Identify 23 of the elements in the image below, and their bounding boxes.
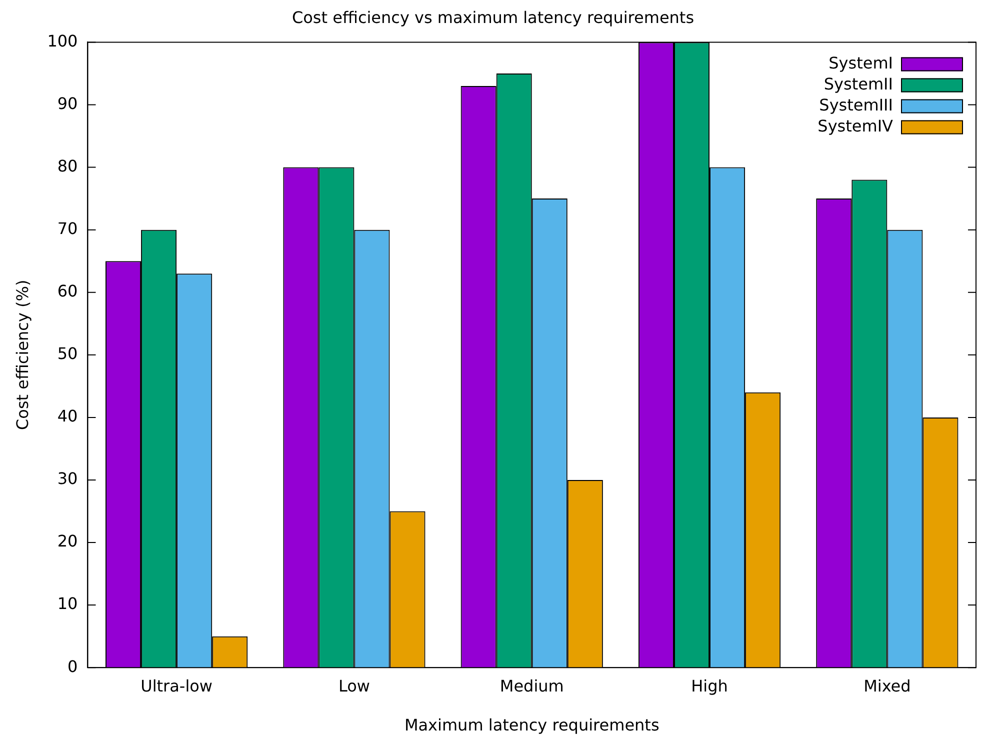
x-tick-label: High [691, 676, 728, 696]
y-tick-label: 100 [47, 31, 78, 50]
y-tick-label: 10 [57, 594, 78, 614]
x-tick-label: Medium [500, 676, 564, 696]
y-tick-label: 30 [57, 469, 78, 488]
y-tick-label: 60 [57, 282, 78, 301]
x-axis-title: Maximum latency requirements [404, 716, 660, 735]
x-tick-label: Ultra-low [140, 676, 213, 696]
y-tick-label: 40 [57, 406, 78, 426]
legend-label: SystemI [828, 53, 893, 72]
y-axis-title: Cost efficiency (%) [12, 280, 32, 430]
legend-label: SystemIII [819, 95, 893, 114]
x-tick-label: Low [338, 676, 370, 696]
y-tick-label: 50 [57, 344, 78, 364]
y-tick-label: 90 [57, 94, 78, 113]
y-tick-label: 20 [57, 532, 78, 551]
chart-title: Cost efficiency vs maximum latency requirements [292, 8, 694, 27]
y-tick-label: 0 [68, 656, 78, 676]
x-tick-label: Mixed [864, 676, 911, 696]
y-tick-label: 70 [57, 218, 78, 238]
y-tick-label: 80 [57, 156, 78, 176]
legend-label: SystemIV [818, 116, 894, 136]
legend-label: SystemII [824, 74, 893, 94]
